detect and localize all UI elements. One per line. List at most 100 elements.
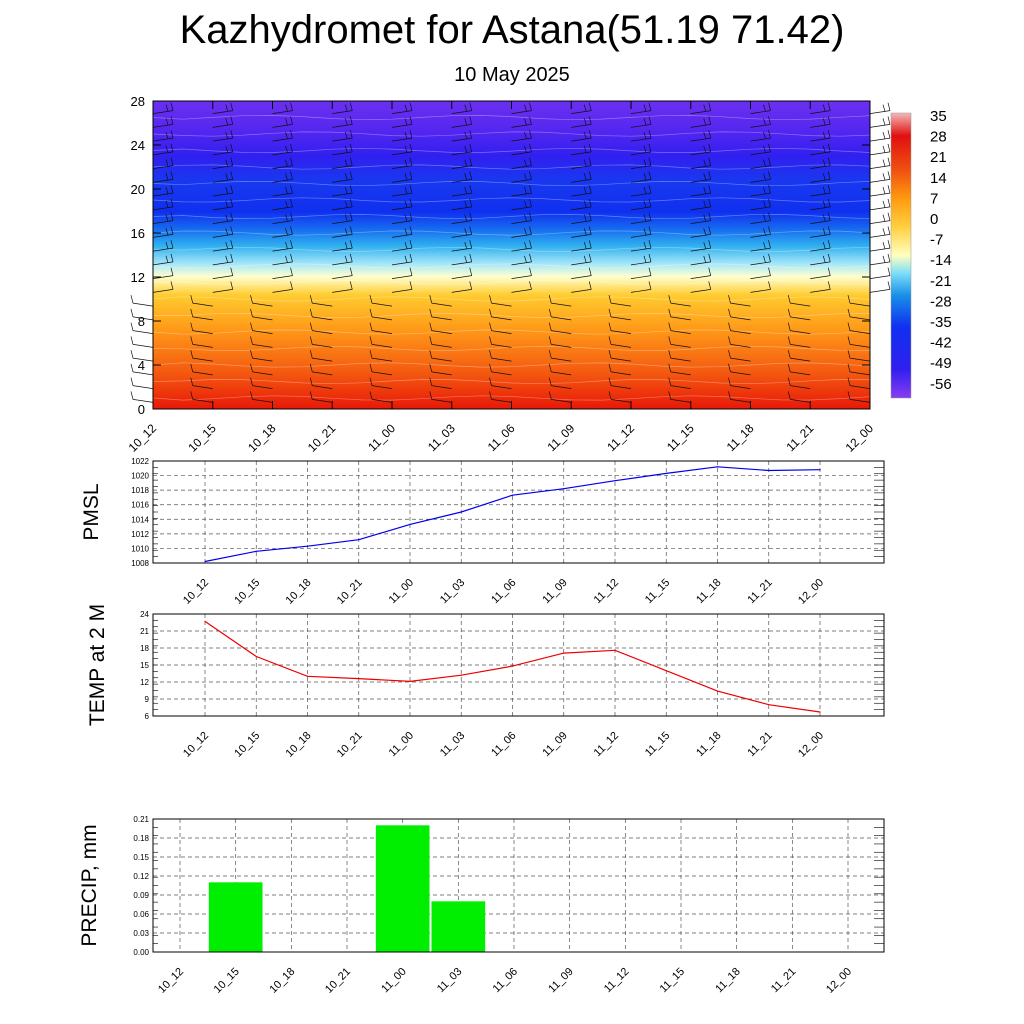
wind-barb-flag (608, 391, 612, 400)
wind-barb (630, 206, 652, 211)
wind-barb-flag (768, 267, 771, 276)
wind-barb (272, 165, 293, 169)
wind-barb (252, 316, 273, 321)
wind-barb-flag (190, 308, 194, 317)
wind-barb-flag (668, 363, 672, 372)
wind-barb-flag (429, 363, 433, 372)
wind-barb-flag (668, 377, 672, 386)
wind-barb-flag (827, 143, 831, 152)
wind-barb-flag (190, 377, 194, 386)
wind-barb-flag (583, 173, 587, 181)
contour-line (152, 197, 871, 203)
data-point (460, 674, 462, 676)
wind-barb (750, 247, 771, 252)
wind-barb-flag (822, 187, 826, 195)
wind-barb-flag (230, 157, 234, 166)
wind-barb-flag (529, 185, 532, 194)
wind-barb (152, 206, 174, 211)
x-tick-label: 11_06 (485, 421, 518, 454)
wind-barb-flag (887, 198, 891, 207)
y-tick-label: 12 (131, 270, 145, 285)
wind-barb (391, 220, 413, 224)
wind-barb-flag (668, 350, 672, 359)
wind-barb-flag (285, 242, 288, 250)
wind-barb (810, 124, 831, 128)
wind-barb-flag (882, 187, 886, 195)
wind-barb (192, 357, 213, 362)
wind-barb-flag (285, 104, 288, 112)
wind-barb (431, 399, 452, 403)
wind-barb (431, 316, 452, 321)
wind-barb-flag (190, 363, 194, 372)
wind-barb-flag (524, 104, 527, 112)
wind-barb (272, 124, 293, 128)
wind-barb (571, 275, 592, 279)
y-axis-label: TEMP at 2 M (86, 604, 109, 726)
wind-barb (869, 206, 891, 211)
wind-barb (152, 165, 174, 169)
wind-barb-flag (763, 228, 766, 236)
wind-barb (690, 234, 711, 238)
x-tick-label: 11_03 (438, 730, 468, 760)
colorbar-label: 7 (930, 190, 938, 207)
wind-barb (730, 344, 751, 348)
wind-barb-flag (847, 295, 851, 304)
precip-bar (375, 825, 430, 952)
wind-barb-flag (349, 171, 353, 180)
wind-barb-flag (548, 350, 552, 359)
wind-barb-flag (165, 187, 169, 195)
wind-barb-flag (404, 159, 408, 167)
wind-barb (132, 357, 154, 362)
wind-barb (511, 137, 532, 142)
wind-barb-flag (787, 322, 791, 331)
wind-barb (630, 165, 652, 169)
wind-barb (730, 385, 751, 389)
wind-barb-flag (768, 102, 771, 111)
wind-barb-flag (529, 212, 532, 221)
wind-barb (670, 357, 691, 362)
wind-barb-flag (887, 116, 891, 125)
wind-barb-flag (404, 145, 408, 153)
wind-barb-flag (409, 253, 413, 262)
wind-barb-flag (429, 308, 433, 317)
wind-barb (212, 220, 233, 224)
wind-barb-flag (583, 242, 587, 250)
wind-barb (670, 330, 691, 334)
wind-barb (371, 330, 393, 334)
wind-barb (849, 330, 871, 334)
wind-barb (152, 261, 174, 266)
wind-barb (551, 357, 572, 362)
wind-barb (312, 316, 333, 321)
wind-barb (451, 206, 472, 211)
wind-barb (610, 399, 632, 403)
data-point (358, 539, 360, 541)
wind-barb-flag (225, 255, 229, 263)
wind-barb (630, 220, 652, 224)
wind-barb (312, 330, 333, 334)
y-tick-label: 0.21 (133, 815, 149, 824)
wind-barb-flag (787, 377, 791, 386)
y-tick-label: 1014 (131, 515, 149, 524)
wind-barb-flag (489, 322, 492, 331)
wind-barb (690, 151, 711, 156)
contour-line (152, 246, 871, 252)
x-tick-label: 10_12 (156, 966, 186, 996)
wind-barb-flag (170, 226, 174, 235)
wind-barb-flag (708, 116, 712, 125)
wind-barb-flag (464, 104, 468, 112)
wind-barb (869, 137, 891, 142)
wind-barb (690, 192, 711, 197)
wind-barb-flag (887, 267, 891, 276)
wind-barb-flag (230, 143, 234, 152)
wind-barb-flag (524, 242, 527, 250)
wind-barb-flag (409, 157, 413, 166)
wind-barb (690, 247, 711, 252)
wind-barb-flag (668, 391, 672, 400)
wind-barb-flag (548, 295, 552, 304)
x-tick-label: 11_21 (745, 730, 775, 760)
wind-barb (849, 344, 871, 348)
wind-barb-flag (285, 200, 288, 208)
wind-barb-flag (887, 157, 891, 166)
wind-barb (690, 137, 711, 142)
